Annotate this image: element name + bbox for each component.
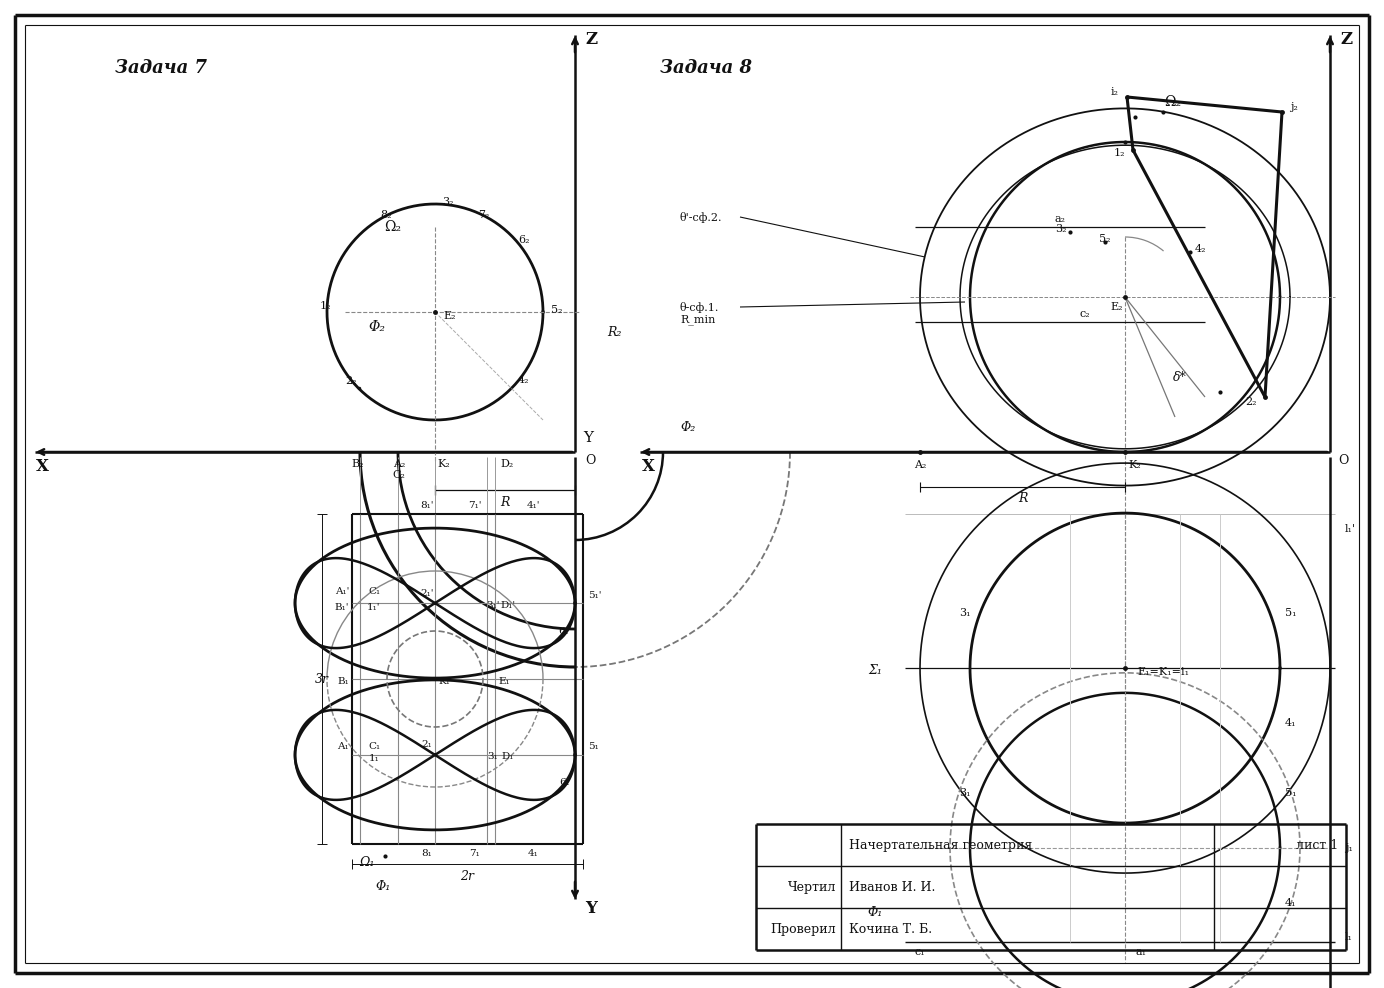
Text: Z: Z bbox=[1340, 32, 1352, 48]
Text: i₂: i₂ bbox=[1111, 87, 1120, 97]
Text: 2₂: 2₂ bbox=[1246, 397, 1257, 407]
Text: 2₁: 2₁ bbox=[422, 740, 432, 750]
Text: c₁: c₁ bbox=[915, 947, 926, 957]
Text: c₂: c₂ bbox=[1080, 309, 1091, 319]
Text: 7₂: 7₂ bbox=[477, 209, 490, 219]
Text: Иванов И. И.: Иванов И. И. bbox=[848, 880, 936, 893]
Text: 3₁: 3₁ bbox=[959, 787, 970, 798]
Text: O: O bbox=[1338, 453, 1348, 466]
Text: B₁': B₁' bbox=[335, 603, 349, 612]
Text: 8₁': 8₁' bbox=[421, 501, 433, 510]
Text: R: R bbox=[1017, 491, 1027, 505]
Text: 2r: 2r bbox=[461, 869, 475, 882]
Text: E₂: E₂ bbox=[443, 311, 455, 321]
Text: 6₂: 6₂ bbox=[519, 234, 530, 245]
Text: Задача 7: Задача 7 bbox=[115, 59, 208, 77]
Text: Y: Y bbox=[585, 899, 597, 917]
Text: Задача 8: Задача 8 bbox=[660, 59, 752, 77]
Text: D₁: D₁ bbox=[502, 753, 515, 762]
Text: θ'-сф.2.: θ'-сф.2. bbox=[680, 211, 722, 222]
Text: Ω₂: Ω₂ bbox=[385, 220, 401, 234]
Text: Z: Z bbox=[585, 32, 597, 48]
Text: A₂: A₂ bbox=[393, 459, 406, 469]
Text: θ-сф.1.: θ-сф.1. bbox=[680, 301, 720, 312]
Text: 4₂: 4₂ bbox=[1194, 244, 1207, 254]
Text: 3₂: 3₂ bbox=[441, 197, 454, 207]
Text: 1₂: 1₂ bbox=[1114, 148, 1125, 158]
Text: Начертательная геометрия: Начертательная геометрия bbox=[848, 839, 1032, 852]
Text: Проверил: Проверил bbox=[771, 923, 836, 936]
Text: l₁': l₁' bbox=[1345, 524, 1356, 534]
Text: l₁: l₁ bbox=[1345, 932, 1354, 942]
Text: E₁=K₁=i₁: E₁=K₁=i₁ bbox=[1138, 667, 1189, 677]
Text: Кочина Т. Б.: Кочина Т. Б. bbox=[848, 923, 933, 936]
Text: 3₁: 3₁ bbox=[959, 608, 970, 618]
Text: 7₁': 7₁' bbox=[468, 501, 482, 510]
Text: C₁: C₁ bbox=[368, 742, 381, 752]
Text: 2₂: 2₂ bbox=[345, 376, 357, 386]
Text: 4₁: 4₁ bbox=[1284, 718, 1297, 728]
Text: a₂: a₂ bbox=[1055, 214, 1066, 224]
Text: B₁: B₁ bbox=[338, 677, 349, 686]
Text: 3r: 3r bbox=[316, 673, 329, 686]
Text: δ*: δ* bbox=[1174, 370, 1187, 383]
Text: A₂: A₂ bbox=[913, 460, 926, 470]
Text: Φ₂: Φ₂ bbox=[680, 421, 695, 434]
Text: K₂: K₂ bbox=[437, 459, 450, 469]
Text: C₂: C₂ bbox=[393, 470, 406, 480]
Text: 4₁': 4₁' bbox=[526, 501, 540, 510]
Text: 2₁': 2₁' bbox=[421, 589, 433, 598]
Text: 3₁': 3₁' bbox=[486, 601, 500, 610]
Text: E₂: E₂ bbox=[1110, 302, 1122, 312]
Text: 8₂: 8₂ bbox=[381, 209, 392, 219]
Text: Φ₁: Φ₁ bbox=[375, 879, 390, 892]
Text: Ω₁: Ω₁ bbox=[360, 856, 375, 868]
Text: O: O bbox=[585, 453, 595, 466]
Text: Σ₁: Σ₁ bbox=[868, 664, 882, 677]
Text: K₁: K₁ bbox=[437, 677, 450, 686]
Text: a₁: a₁ bbox=[1135, 947, 1146, 957]
Text: 4₁: 4₁ bbox=[1284, 898, 1297, 908]
Text: 3₁: 3₁ bbox=[487, 753, 498, 762]
Text: 6₁: 6₁ bbox=[559, 779, 570, 787]
Text: Ω₂: Ω₂ bbox=[1164, 95, 1182, 109]
Text: R₂: R₂ bbox=[608, 325, 621, 339]
Text: X: X bbox=[642, 457, 655, 474]
Text: 5₁: 5₁ bbox=[588, 742, 599, 752]
Text: Φ₁: Φ₁ bbox=[868, 905, 883, 919]
Text: K₂: K₂ bbox=[1128, 460, 1140, 470]
Text: D₁': D₁' bbox=[501, 601, 516, 610]
Text: 3₂: 3₂ bbox=[1056, 224, 1067, 234]
Text: j₁: j₁ bbox=[1345, 843, 1354, 853]
Text: D₂: D₂ bbox=[500, 459, 513, 469]
Text: 4₂: 4₂ bbox=[518, 375, 529, 385]
Text: A₁: A₁ bbox=[338, 742, 349, 752]
Text: R_min: R_min bbox=[680, 314, 716, 325]
Text: Y: Y bbox=[583, 431, 592, 445]
Text: j₂: j₂ bbox=[1290, 102, 1298, 112]
Text: 5₂: 5₂ bbox=[551, 305, 562, 315]
Text: B₂: B₂ bbox=[352, 459, 364, 469]
Text: 4₁: 4₁ bbox=[527, 849, 538, 858]
Text: лист 1: лист 1 bbox=[1295, 839, 1338, 852]
Text: 5₂: 5₂ bbox=[1099, 234, 1111, 244]
Text: 7₁: 7₁ bbox=[469, 849, 480, 858]
Text: 8₁: 8₁ bbox=[422, 849, 432, 858]
Text: 6₁': 6₁' bbox=[558, 626, 572, 635]
Text: 5₁: 5₁ bbox=[1284, 787, 1297, 798]
Text: Φ₂: Φ₂ bbox=[368, 320, 386, 334]
Text: E₁: E₁ bbox=[498, 677, 509, 686]
Text: A₁': A₁' bbox=[335, 587, 349, 596]
Text: 5₁: 5₁ bbox=[1284, 608, 1297, 618]
Text: R: R bbox=[500, 496, 509, 509]
Text: X: X bbox=[36, 457, 48, 474]
Text: 1₂: 1₂ bbox=[320, 301, 331, 311]
Text: 1₁: 1₁ bbox=[368, 755, 379, 764]
Text: Чертил: Чертил bbox=[787, 880, 836, 893]
Text: C₁: C₁ bbox=[368, 587, 381, 596]
Text: 1₁': 1₁' bbox=[367, 603, 381, 612]
Text: 5₁': 5₁' bbox=[588, 591, 602, 600]
